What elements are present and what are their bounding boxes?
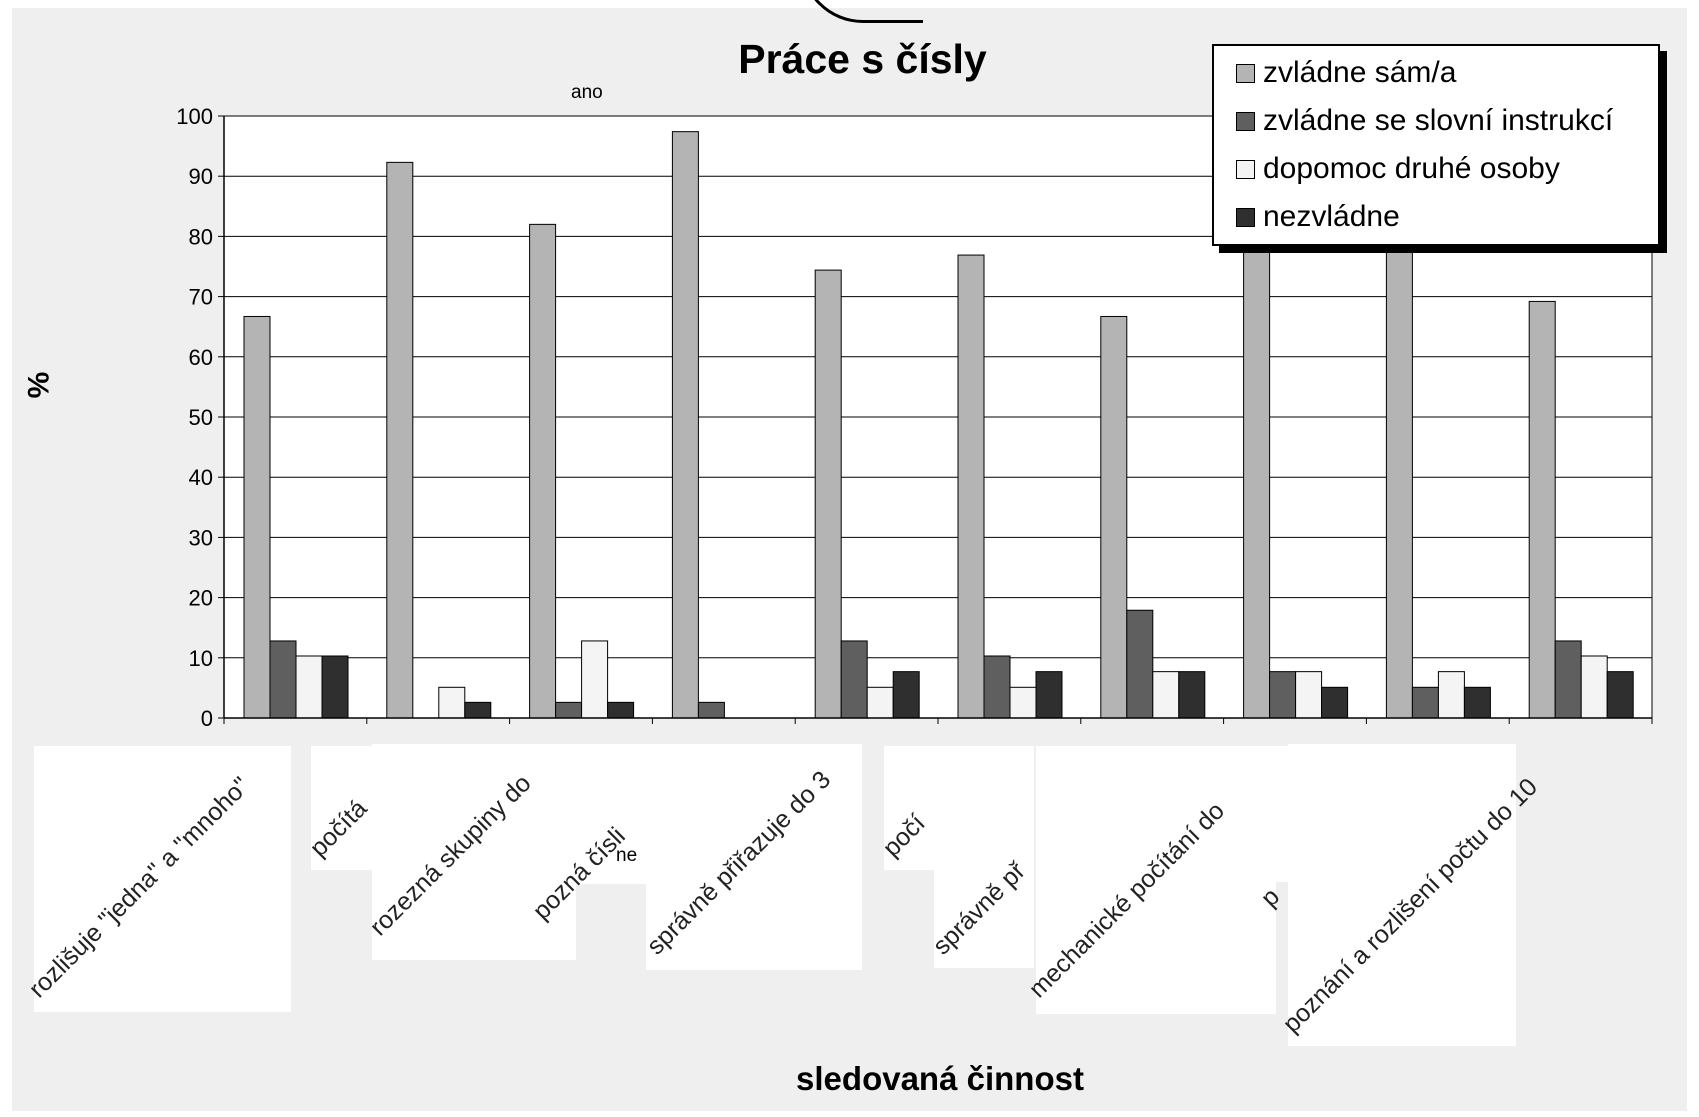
bar <box>529 223 557 719</box>
category-label-panel <box>34 746 291 1012</box>
y-tick-label: 0 <box>201 706 213 731</box>
bar <box>295 655 323 719</box>
legend-text: zvládne sám/a <box>1263 56 1457 89</box>
y-tick-label: 20 <box>189 586 213 611</box>
bar <box>1411 686 1439 719</box>
bar <box>607 701 635 719</box>
category-label-panel <box>884 746 938 870</box>
annotation-ne: ne <box>616 845 638 866</box>
y-tick-label: 40 <box>189 465 213 490</box>
legend-swatch <box>1236 63 1255 83</box>
legend-text: nezvládne <box>1263 200 1400 233</box>
bar <box>957 254 985 719</box>
x-axis-label: sledovaná činnost <box>796 1060 1084 1097</box>
bar <box>555 701 583 719</box>
legend-item: zvládne sám/a <box>1236 56 1456 90</box>
annotation-ano: ano <box>571 82 603 103</box>
bar <box>1528 300 1556 719</box>
bar <box>1152 671 1180 719</box>
y-tick-label: 10 <box>189 646 213 671</box>
bar <box>1321 686 1349 719</box>
bar <box>1035 671 1063 719</box>
category-label-panel <box>1288 744 1516 1046</box>
bar <box>1463 686 1491 719</box>
legend-swatch <box>1236 111 1255 131</box>
bar <box>866 686 894 719</box>
bar <box>892 671 920 719</box>
y-tick-label: 30 <box>189 525 213 550</box>
bar <box>1100 315 1128 719</box>
bar <box>1554 640 1582 719</box>
bar <box>840 640 868 719</box>
legend-text: dopomoc druhé osoby <box>1263 152 1560 185</box>
bar <box>1295 671 1323 719</box>
legend-item: dopomoc druhé osoby <box>1236 152 1560 186</box>
bar <box>1385 208 1413 719</box>
chart-title: Práce s čísly <box>738 36 987 82</box>
bar <box>697 701 725 719</box>
category-label-panel <box>934 746 1034 968</box>
legend-swatch <box>1236 207 1255 227</box>
y-tick-label: 60 <box>189 345 213 370</box>
bar <box>1437 671 1465 719</box>
legend-item: nezvládne <box>1236 200 1400 234</box>
category-label-panel <box>1036 746 1276 1014</box>
bar <box>1580 655 1608 719</box>
legend: zvládne sám/a zvládne se slovní instrukc… <box>1212 44 1660 246</box>
bar <box>243 315 271 719</box>
bar <box>1606 671 1634 719</box>
legend-text: zvládne se slovní instrukcí <box>1263 104 1614 137</box>
bar <box>1126 609 1154 719</box>
bar <box>438 686 466 719</box>
bar <box>1178 671 1206 719</box>
y-tick-label: 70 <box>189 285 213 310</box>
legend-item: zvládne se slovní instrukcí <box>1236 104 1613 138</box>
bar <box>814 269 842 719</box>
bar <box>269 640 297 719</box>
bar <box>464 701 492 719</box>
bar <box>386 161 414 719</box>
category-label-panel <box>646 744 862 970</box>
legend-swatch <box>1236 159 1255 179</box>
bar <box>321 655 349 719</box>
bar <box>983 655 1011 719</box>
y-axis-label: % <box>22 371 56 399</box>
bar <box>671 131 699 719</box>
y-tick-label: 50 <box>189 405 213 430</box>
bar <box>1243 208 1271 719</box>
bar <box>1009 686 1037 719</box>
bar <box>581 640 609 719</box>
y-tick-label: 80 <box>189 224 213 249</box>
bar <box>1269 671 1297 719</box>
y-tick-label: 100 <box>176 104 213 129</box>
y-tick-label: 90 <box>189 164 213 189</box>
